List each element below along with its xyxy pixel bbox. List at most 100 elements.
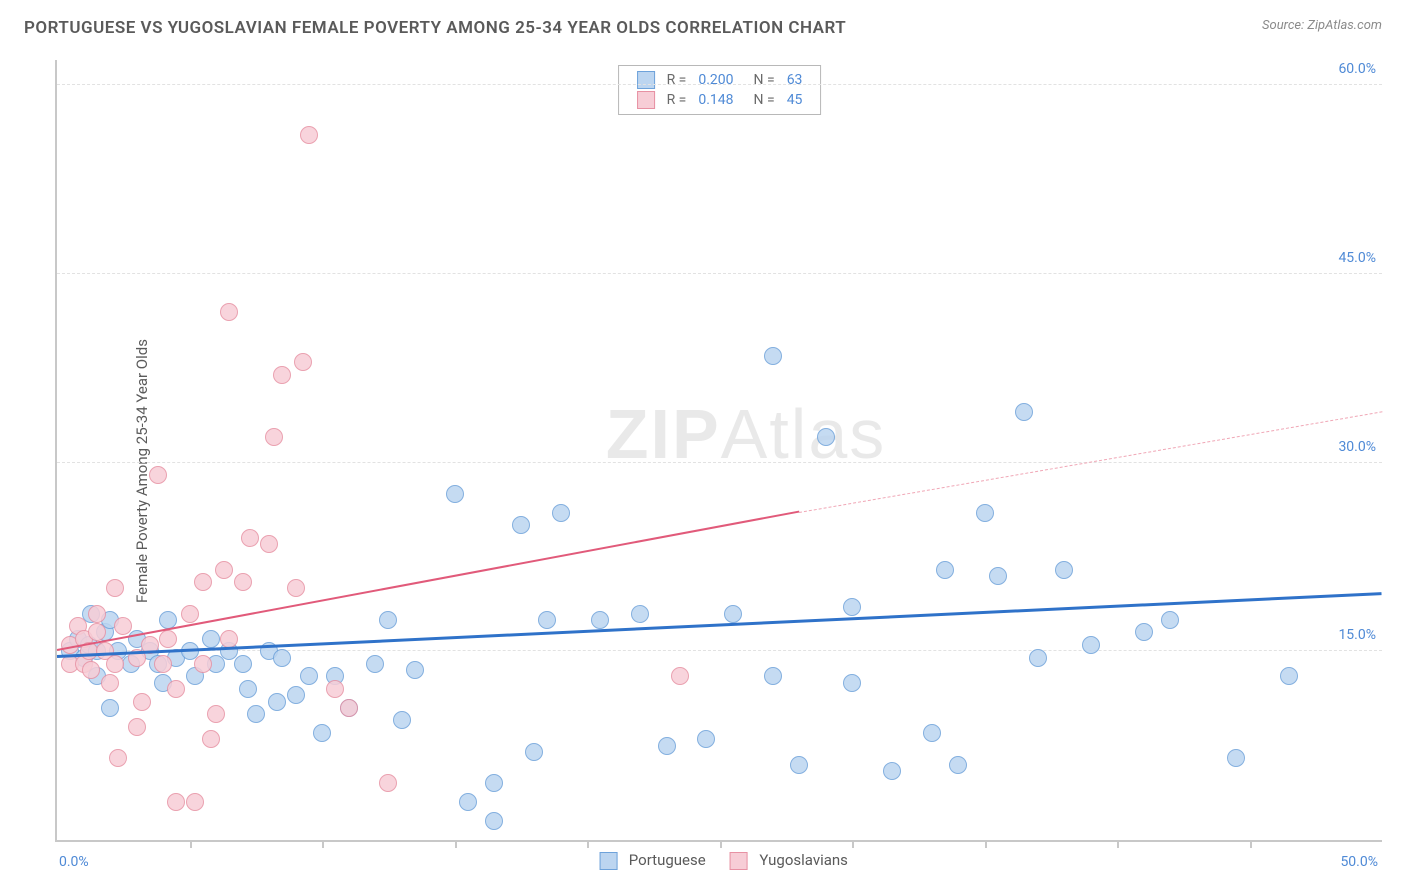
y-tick-label: 60.0% [1338, 61, 1376, 77]
data-point-yugoslavians [215, 561, 233, 579]
data-point-portuguese [234, 655, 252, 673]
x-tick [1117, 840, 1119, 848]
gridline [57, 462, 1382, 463]
data-point-yugoslavians [128, 718, 146, 736]
data-point-portuguese [485, 812, 503, 830]
data-point-portuguese [843, 598, 861, 616]
data-point-yugoslavians [326, 680, 344, 698]
data-point-portuguese [1029, 649, 1047, 667]
data-point-portuguese [1161, 611, 1179, 629]
data-point-portuguese [268, 693, 286, 711]
data-point-portuguese [525, 743, 543, 761]
y-tick-label: 45.0% [1338, 250, 1376, 266]
legend-item: Yugoslavians [722, 851, 848, 869]
data-point-yugoslavians [114, 617, 132, 635]
data-point-yugoslavians [186, 793, 204, 811]
data-point-yugoslavians [88, 623, 106, 641]
legend-stats: R =0.200N =63R =0.148N =45 [618, 65, 822, 115]
data-point-portuguese [1280, 667, 1298, 685]
data-point-portuguese [538, 611, 556, 629]
x-tick [587, 840, 589, 848]
legend-swatch [637, 91, 655, 109]
data-point-portuguese [591, 611, 609, 629]
data-point-portuguese [658, 737, 676, 755]
data-point-portuguese [459, 793, 477, 811]
data-point-portuguese [379, 611, 397, 629]
x-tick [852, 840, 854, 848]
data-point-portuguese [1135, 623, 1153, 641]
data-point-portuguese [287, 686, 305, 704]
data-point-portuguese [949, 756, 967, 774]
data-point-portuguese [843, 674, 861, 692]
x-tick [322, 840, 324, 848]
data-point-yugoslavians [294, 353, 312, 371]
data-point-portuguese [1015, 403, 1033, 421]
data-point-yugoslavians [287, 579, 305, 597]
data-point-yugoslavians [194, 573, 212, 591]
data-point-portuguese [936, 561, 954, 579]
data-point-portuguese [247, 705, 265, 723]
data-point-yugoslavians [273, 366, 291, 384]
legend-stat-row: R =0.148N =45 [631, 90, 809, 110]
legend-series: Portuguese Yugoslavians [583, 851, 856, 870]
x-tick [190, 840, 192, 848]
data-point-yugoslavians [88, 605, 106, 623]
scatter-plot: ZIPAtlas R =0.200N =63R =0.148N =45 0.0%… [55, 60, 1382, 842]
data-point-portuguese [512, 516, 530, 534]
data-point-portuguese [923, 724, 941, 742]
data-point-yugoslavians [340, 699, 358, 717]
data-point-yugoslavians [106, 655, 124, 673]
data-point-yugoslavians [265, 428, 283, 446]
data-point-portuguese [1055, 561, 1073, 579]
data-point-portuguese [485, 774, 503, 792]
data-point-yugoslavians [82, 661, 100, 679]
data-point-yugoslavians [181, 605, 199, 623]
x-tick [455, 840, 457, 848]
data-point-portuguese [406, 661, 424, 679]
data-point-portuguese [313, 724, 331, 742]
trend-line [57, 592, 1382, 658]
x-axis-max-label: 50.0% [1340, 854, 1378, 870]
data-point-portuguese [764, 667, 782, 685]
data-point-portuguese [1227, 749, 1245, 767]
data-point-portuguese [989, 567, 1007, 585]
data-point-yugoslavians [154, 655, 172, 673]
data-point-portuguese [817, 428, 835, 446]
data-point-portuguese [976, 504, 994, 522]
data-point-yugoslavians [106, 579, 124, 597]
x-tick [720, 840, 722, 848]
data-point-portuguese [393, 711, 411, 729]
data-point-portuguese [239, 680, 257, 698]
data-point-portuguese [764, 347, 782, 365]
source-label: Source: ZipAtlas.com [1262, 18, 1382, 33]
x-axis-min-label: 0.0% [59, 854, 89, 870]
data-point-yugoslavians [101, 674, 119, 692]
data-point-yugoslavians [149, 466, 167, 484]
gridline [57, 273, 1382, 274]
legend-item: Portuguese [591, 851, 706, 869]
gridline [57, 84, 1382, 85]
data-point-portuguese [366, 655, 384, 673]
legend-swatch [730, 852, 748, 870]
x-tick [985, 840, 987, 848]
data-point-portuguese [697, 730, 715, 748]
y-tick-label: 30.0% [1338, 439, 1376, 455]
data-point-portuguese [446, 485, 464, 503]
data-point-yugoslavians [202, 730, 220, 748]
data-point-yugoslavians [671, 667, 689, 685]
data-point-portuguese [202, 630, 220, 648]
data-point-yugoslavians [167, 793, 185, 811]
data-point-portuguese [724, 605, 742, 623]
data-point-yugoslavians [300, 126, 318, 144]
data-point-yugoslavians [234, 573, 252, 591]
data-point-yugoslavians [194, 655, 212, 673]
gridline [57, 650, 1382, 651]
data-point-yugoslavians [133, 693, 151, 711]
data-point-portuguese [300, 667, 318, 685]
data-point-yugoslavians [109, 749, 127, 767]
data-point-portuguese [101, 699, 119, 717]
data-point-portuguese [552, 504, 570, 522]
data-point-portuguese [883, 762, 901, 780]
legend-swatch [599, 852, 617, 870]
data-point-yugoslavians [159, 630, 177, 648]
